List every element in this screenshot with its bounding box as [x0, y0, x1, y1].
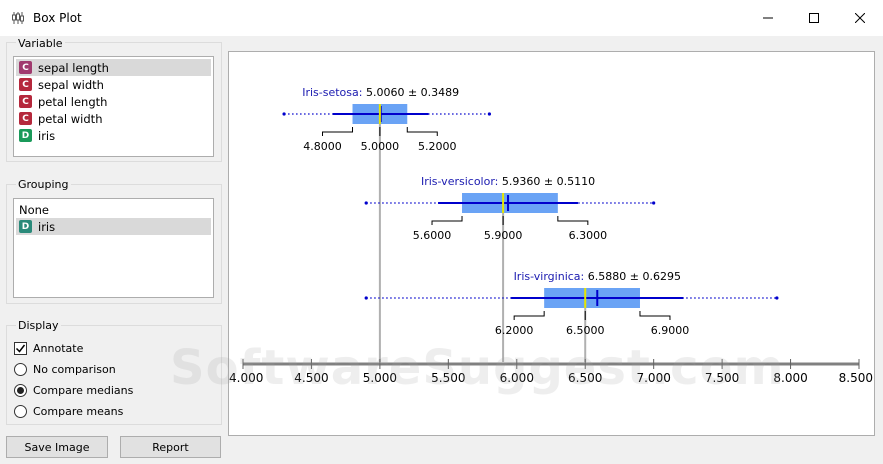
- median-label: 6.5000: [566, 324, 605, 337]
- q1-connector: [431, 216, 463, 225]
- x-axis-tick-label: 6.000: [500, 371, 534, 385]
- discrete-variable-icon: D: [19, 129, 32, 142]
- x-axis-tick-label: 5.500: [431, 371, 465, 385]
- grouping-group: [6, 184, 222, 304]
- q1-connector: [322, 127, 354, 136]
- continuous-variable-icon: C: [19, 95, 32, 108]
- variable-list-item-label: petal width: [38, 111, 103, 126]
- q3-connector: [639, 311, 671, 320]
- close-icon: [855, 13, 865, 23]
- q1-label: 4.8000: [303, 140, 342, 153]
- radio-unchecked-icon: [14, 404, 27, 418]
- save-image-button[interactable]: Save Image: [6, 436, 108, 458]
- no-comparison-label: No comparison: [33, 362, 116, 376]
- discrete-variable-icon: D: [19, 220, 32, 233]
- x-axis-tick-label: 7.500: [705, 371, 739, 385]
- annotate-label: Annotate: [33, 341, 84, 355]
- annotate-checkbox[interactable]: Annotate: [14, 340, 83, 356]
- max-point: [652, 201, 656, 205]
- maximize-button[interactable]: [791, 0, 837, 36]
- radio-unchecked-icon: [14, 362, 27, 376]
- variable-group: [6, 42, 222, 162]
- continuous-variable-icon: C: [19, 61, 32, 74]
- grouping-list-item-label: None: [19, 202, 50, 217]
- q3-label: 6.9000: [651, 324, 690, 337]
- x-axis-tick-label: 4.500: [294, 371, 328, 385]
- group-stat-label: Iris-virginica: 6.5880 ± 0.6295: [514, 270, 681, 283]
- q3-label: 5.2000: [418, 140, 457, 153]
- title-bar: Box Plot: [0, 0, 883, 36]
- compare-means-label: Compare means: [33, 404, 124, 418]
- minimize-icon: [763, 17, 773, 19]
- min-point: [364, 296, 368, 300]
- variable-list-item-label: iris: [38, 128, 56, 143]
- compare-medians-label: Compare medians: [33, 383, 134, 397]
- grouping-list-item[interactable]: None: [16, 201, 211, 218]
- x-axis-tick-label: 8.000: [773, 371, 807, 385]
- x-axis-tick-label: 8.500: [839, 371, 873, 385]
- display-group: [6, 325, 222, 425]
- minimize-button[interactable]: [745, 0, 791, 36]
- x-axis-tick-label: 4.000: [229, 371, 263, 385]
- variable-list-item-label: sepal length: [38, 60, 109, 75]
- q1-connector: [513, 311, 545, 320]
- median-label: 5.9000: [484, 229, 522, 242]
- max-point: [775, 296, 779, 300]
- display-group-label: Display: [16, 319, 61, 332]
- variable-group-label: Variable: [16, 37, 65, 50]
- box-plot-chart: Iris-setosa: 5.0060 ± 0.3489 4.8000 5.0000…: [229, 86, 873, 385]
- variable-list-item-label: petal length: [38, 94, 108, 109]
- grouping-list-item-label: iris: [38, 219, 56, 234]
- q3-connector: [557, 216, 589, 225]
- min-point: [364, 201, 368, 205]
- x-axis-tick-label: 6.500: [568, 371, 602, 385]
- q1-label: 6.2000: [495, 324, 533, 337]
- window-title: Box Plot: [33, 11, 82, 25]
- maximize-icon: [809, 13, 819, 23]
- box-plot-icon: [12, 12, 24, 24]
- x-axis-tick-label: 5.000: [363, 371, 397, 385]
- radio-checked-icon: [14, 383, 27, 397]
- compare-medians-radio[interactable]: Compare medians: [14, 382, 133, 398]
- median-label: 5.0000: [361, 140, 400, 153]
- q1-label: 5.6000: [413, 229, 452, 242]
- no-comparison-radio[interactable]: No comparison: [14, 361, 116, 377]
- grouping-group-label: Grouping: [16, 178, 71, 191]
- variable-list-item-label: sepal width: [38, 77, 104, 92]
- group-stat-label: Iris-versicolor: 5.9360 ± 0.5110: [421, 175, 595, 188]
- q3-connector: [406, 127, 438, 136]
- close-button[interactable]: [837, 0, 883, 36]
- x-axis-tick-label: 7.000: [636, 371, 670, 385]
- compare-means-radio[interactable]: Compare means: [14, 403, 123, 419]
- report-button[interactable]: Report: [120, 436, 221, 458]
- plot-area[interactable]: Iris-setosa: 5.0060 ± 0.3489 4.8000 5.0000…: [228, 51, 875, 436]
- min-point: [282, 112, 286, 116]
- continuous-variable-icon: C: [19, 112, 32, 125]
- continuous-variable-icon: C: [19, 78, 32, 91]
- group-stat-label: Iris-setosa: 5.0060 ± 0.3489: [302, 86, 459, 99]
- checkbox-checked-icon: [14, 341, 27, 355]
- q3-label: 6.3000: [569, 229, 608, 242]
- max-point: [487, 112, 491, 116]
